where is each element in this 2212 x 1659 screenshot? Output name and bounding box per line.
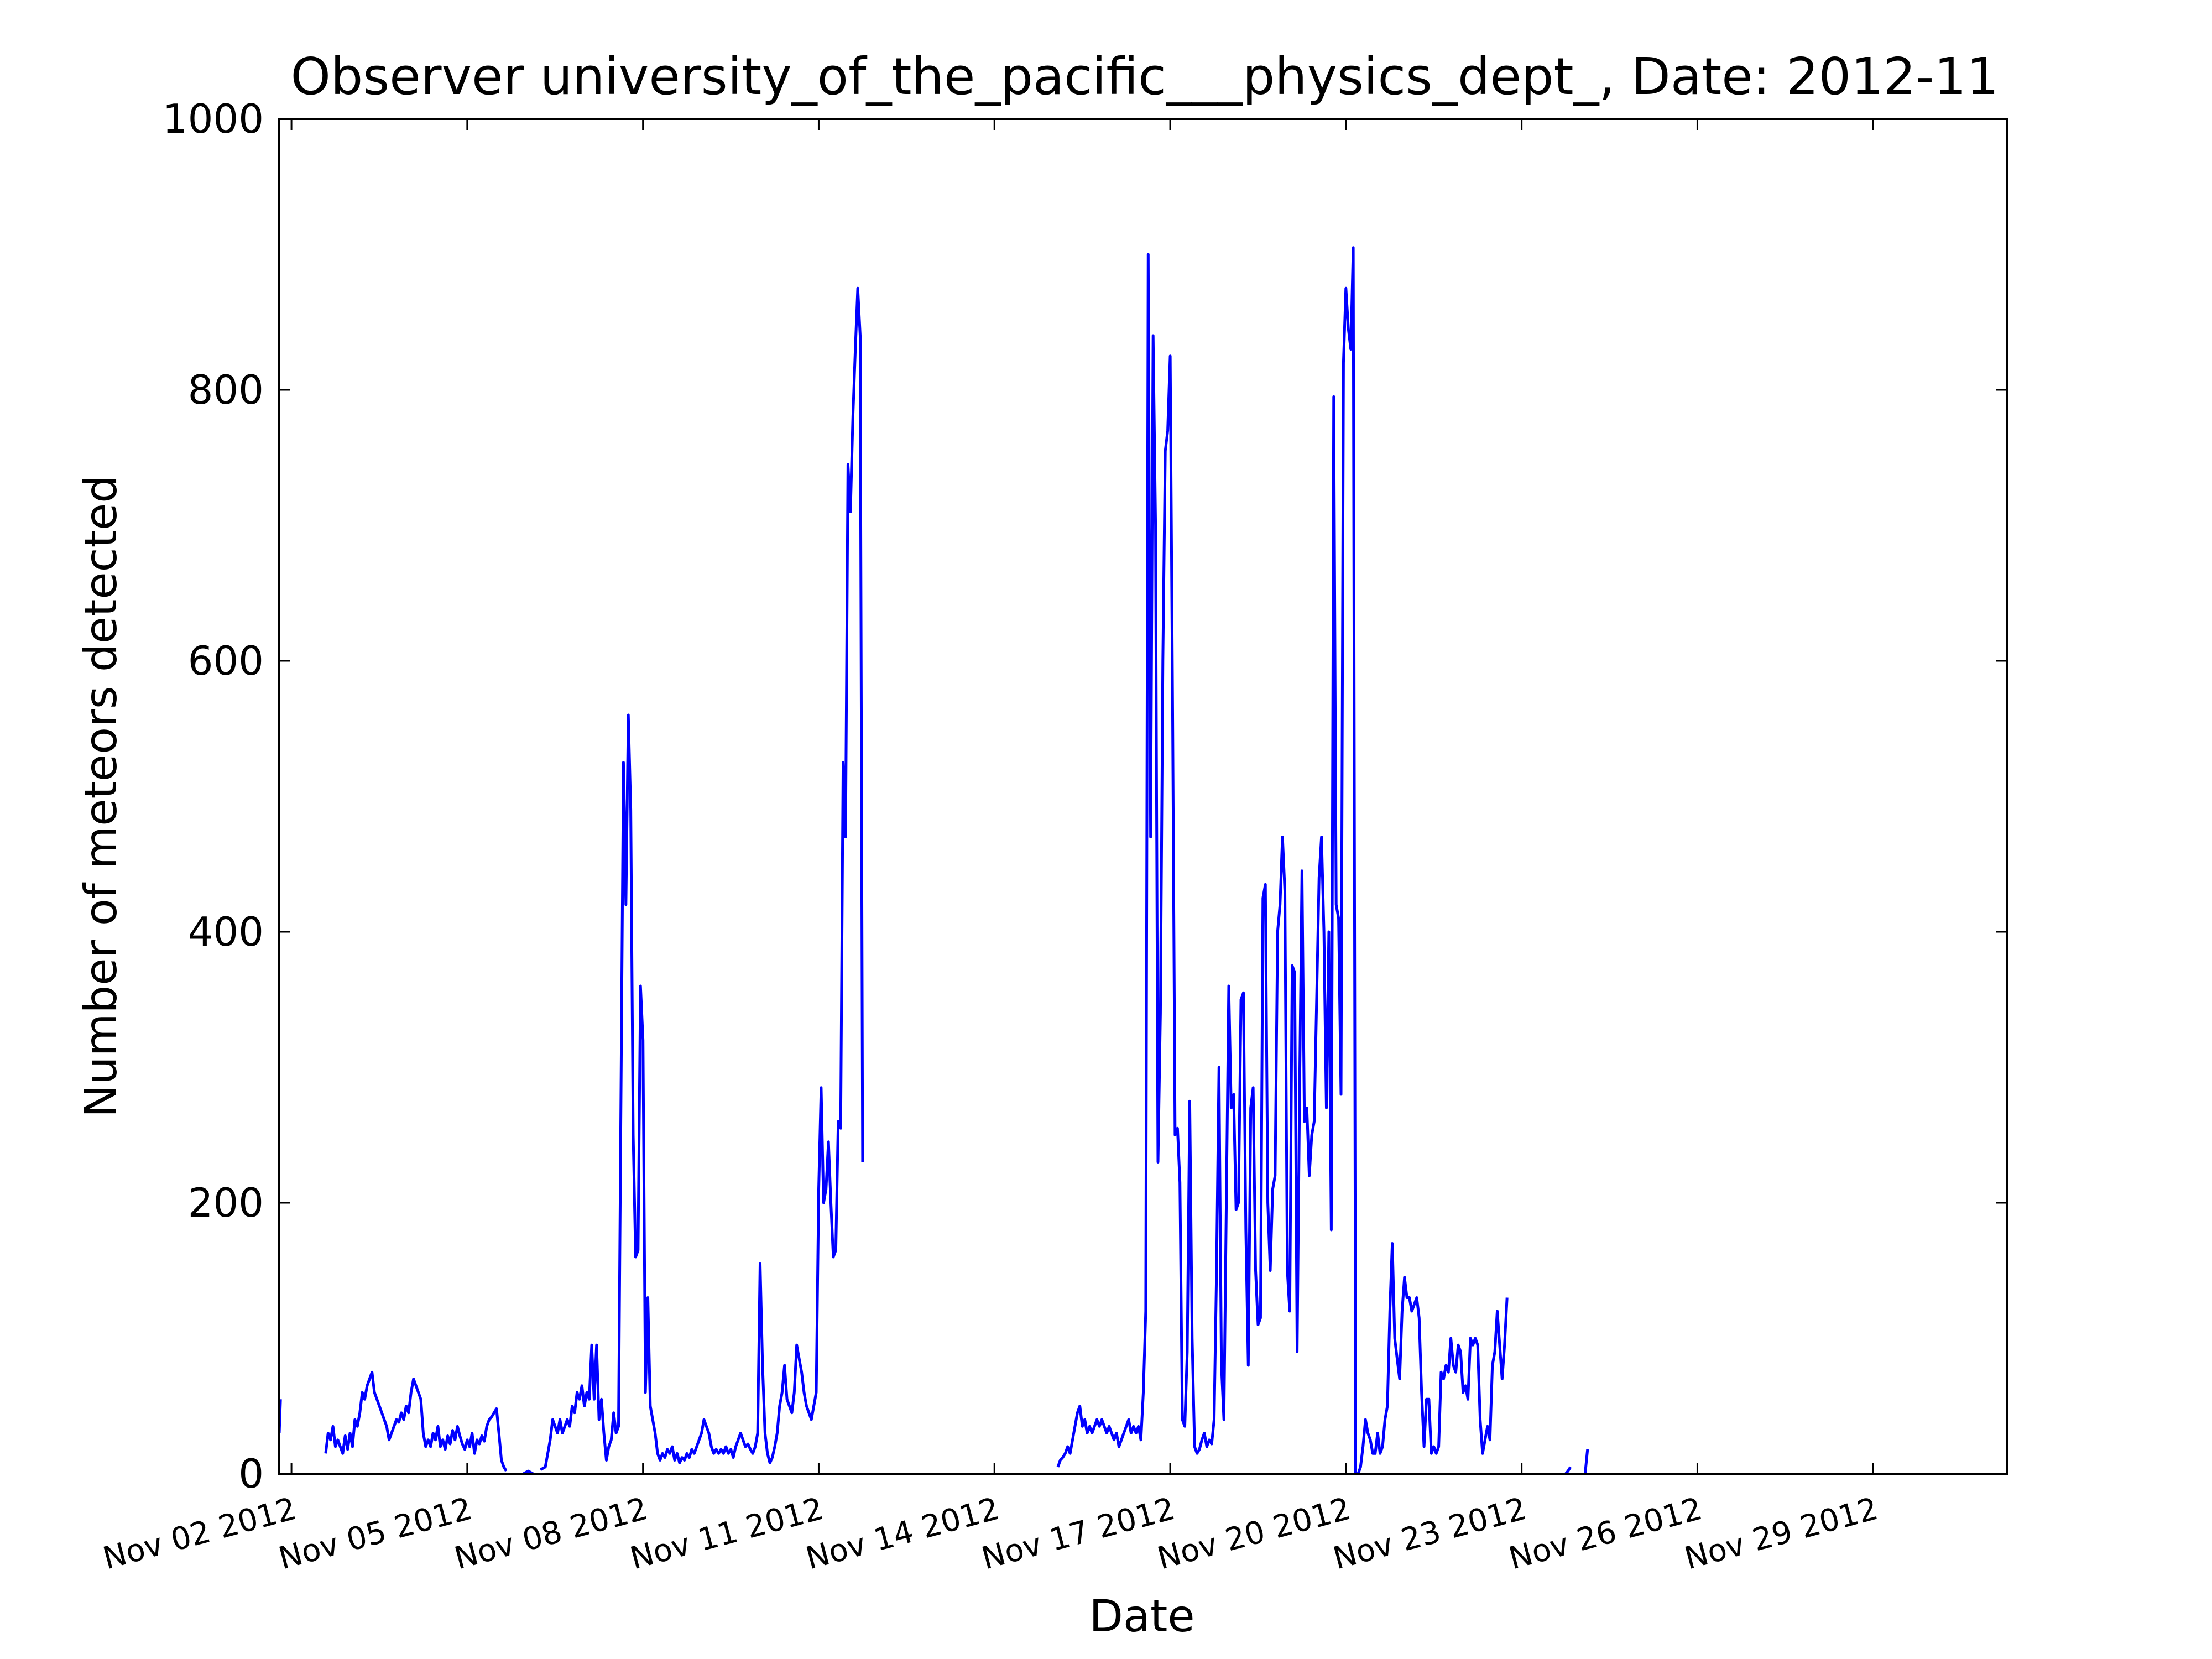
plot-frame xyxy=(278,118,2008,1475)
series-line-segment xyxy=(1056,246,1357,1474)
y-tick-label: 400 xyxy=(188,909,264,955)
y-tick-label: 200 xyxy=(188,1180,264,1226)
chart-title: Observer university_of_the_pacific___phy… xyxy=(290,47,1999,106)
y-tick-label: 0 xyxy=(238,1451,264,1497)
series-line-segment xyxy=(324,1370,508,1472)
y-axis-label: Number of meteors detected xyxy=(75,475,127,1118)
y-tick-label: 800 xyxy=(188,367,264,413)
series-line-segment xyxy=(1357,1242,1509,1474)
series-line-segment xyxy=(540,286,864,1471)
y-tick-label: 600 xyxy=(188,638,264,684)
x-axis-label: Date xyxy=(1089,1590,1194,1642)
series-layer xyxy=(279,246,1589,1474)
y-axis: 0 200 400 600 800 1000 xyxy=(163,96,2007,1497)
series-line-segment xyxy=(1583,1449,1589,1474)
y-tick-label: 1000 xyxy=(163,96,264,142)
